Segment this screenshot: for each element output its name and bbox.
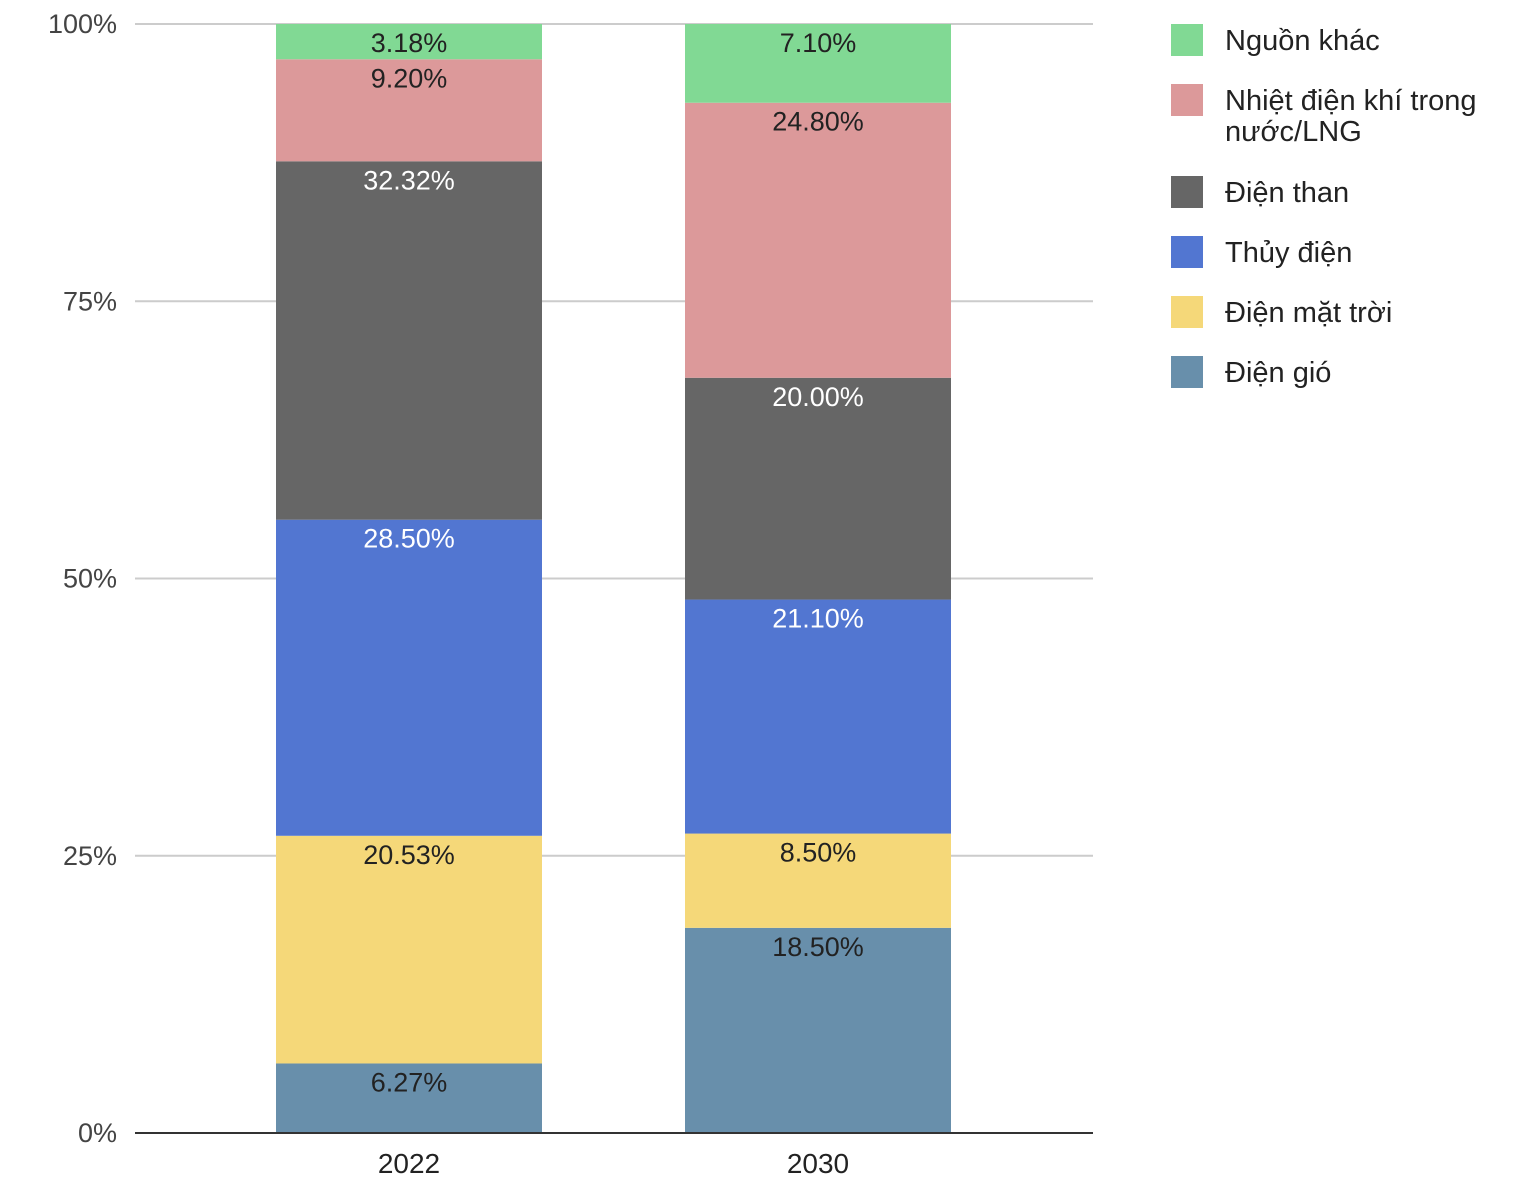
legend-item-nhiet-dien-khi-trong-nuoc-lng: Nhiệt điện khí trong nước/LNG	[1171, 84, 1476, 148]
bar-segment-dien-mat-troi-2030	[685, 833, 951, 928]
bar-segment-dien-gio-2030	[685, 927, 951, 1133]
x-tick-label-2030: 2030	[787, 1148, 849, 1179]
legend-label-nguon-khac: Nguồn khác	[1225, 25, 1380, 57]
legend-label-nhiet-dien-khi-trong-nuoc-lng: Nhiệt điện khí trong nước/LNG	[1225, 85, 1476, 148]
data-label-dien-mat-troi-2022: 20.53%	[363, 840, 455, 870]
data-label-dien-than-2022: 32.32%	[363, 165, 455, 195]
legend-swatch-thuy-dien	[1171, 236, 1203, 268]
legend-swatch-dien-mat-troi	[1171, 296, 1203, 328]
data-label-dien-mat-troi-2030: 8.50%	[780, 838, 857, 868]
bar-segment-dien-than-2022	[276, 161, 542, 520]
legend-item-nguon-khac: Nguồn khác	[1171, 24, 1380, 57]
data-label-nhiet-dien-khi-trong-nuoc-lng-2022: 9.20%	[371, 63, 448, 93]
bar-segment-nhiet-dien-khi-trong-nuoc-lng-2030	[685, 102, 951, 378]
legend-item-thuy-dien: Thủy điện	[1171, 236, 1352, 269]
data-label-nguon-khac-2030: 7.10%	[780, 28, 857, 58]
data-label-dien-gio-2030: 18.50%	[772, 932, 864, 962]
data-label-thuy-dien-2030: 21.10%	[772, 604, 864, 634]
y-tick-label-75: 75%	[63, 286, 117, 316]
legend-label-dien-than: Điện than	[1225, 177, 1349, 209]
legend-swatch-nguon-khac	[1171, 24, 1203, 56]
bar-segment-nguon-khac-2030	[685, 24, 951, 103]
data-label-thuy-dien-2022: 28.50%	[363, 524, 455, 554]
x-tick-label-2022: 2022	[378, 1148, 440, 1179]
bar-segment-nhiet-dien-khi-trong-nuoc-lng-2022	[276, 59, 542, 162]
legend-item-dien-gio: Điện gió	[1171, 356, 1331, 389]
y-tick-label-0: 0%	[78, 1118, 117, 1148]
legend-item-dien-than: Điện than	[1171, 176, 1349, 209]
bar-segment-dien-gio-2022	[276, 1063, 542, 1133]
data-label-nhiet-dien-khi-trong-nuoc-lng-2030: 24.80%	[772, 107, 864, 137]
data-label-dien-than-2030: 20.00%	[772, 382, 864, 412]
bar-segment-dien-mat-troi-2022	[276, 835, 542, 1064]
bar-segment-thuy-dien-2022	[276, 519, 542, 836]
data-label-nguon-khac-2022: 3.18%	[371, 28, 448, 58]
legend-item-dien-mat-troi: Điện mặt trời	[1171, 296, 1392, 329]
bar-stack-2022: 6.27% 20.53% 28.50% 32.32% 9.20% 3.18%	[276, 24, 542, 1133]
legend: Nguồn khác Nhiệt điện khí trong nước/LNG Đi…	[1171, 24, 1476, 389]
data-label-dien-gio-2022: 6.27%	[371, 1067, 448, 1097]
bar-segment-thuy-dien-2030	[685, 599, 951, 834]
bar-segment-nguon-khac-2022	[276, 24, 542, 60]
legend-swatch-nhiet-dien-khi-trong-nuoc-lng	[1171, 84, 1203, 116]
bar-stack-2030: 18.50% 8.50% 21.10% 20.00% 24.80% 7.10%	[685, 24, 951, 1133]
bars: 6.27% 20.53% 28.50% 32.32% 9.20% 3.18% 18.50% 8…	[276, 24, 951, 1133]
legend-label-dien-mat-troi: Điện mặt trời	[1225, 297, 1392, 329]
legend-label-dien-gio: Điện gió	[1225, 357, 1331, 389]
y-tick-label-25: 25%	[63, 841, 117, 871]
axes: 0% 25% 50% 75% 100% 2022 2030	[48, 9, 1093, 1179]
y-tick-label-100: 100%	[48, 9, 117, 39]
legend-label-thuy-dien: Thủy điện	[1225, 237, 1352, 269]
bar-segment-dien-than-2030	[685, 377, 951, 600]
y-tick-label-50: 50%	[63, 564, 117, 594]
legend-swatch-dien-gio	[1171, 356, 1203, 388]
legend-swatch-dien-than	[1171, 176, 1203, 208]
